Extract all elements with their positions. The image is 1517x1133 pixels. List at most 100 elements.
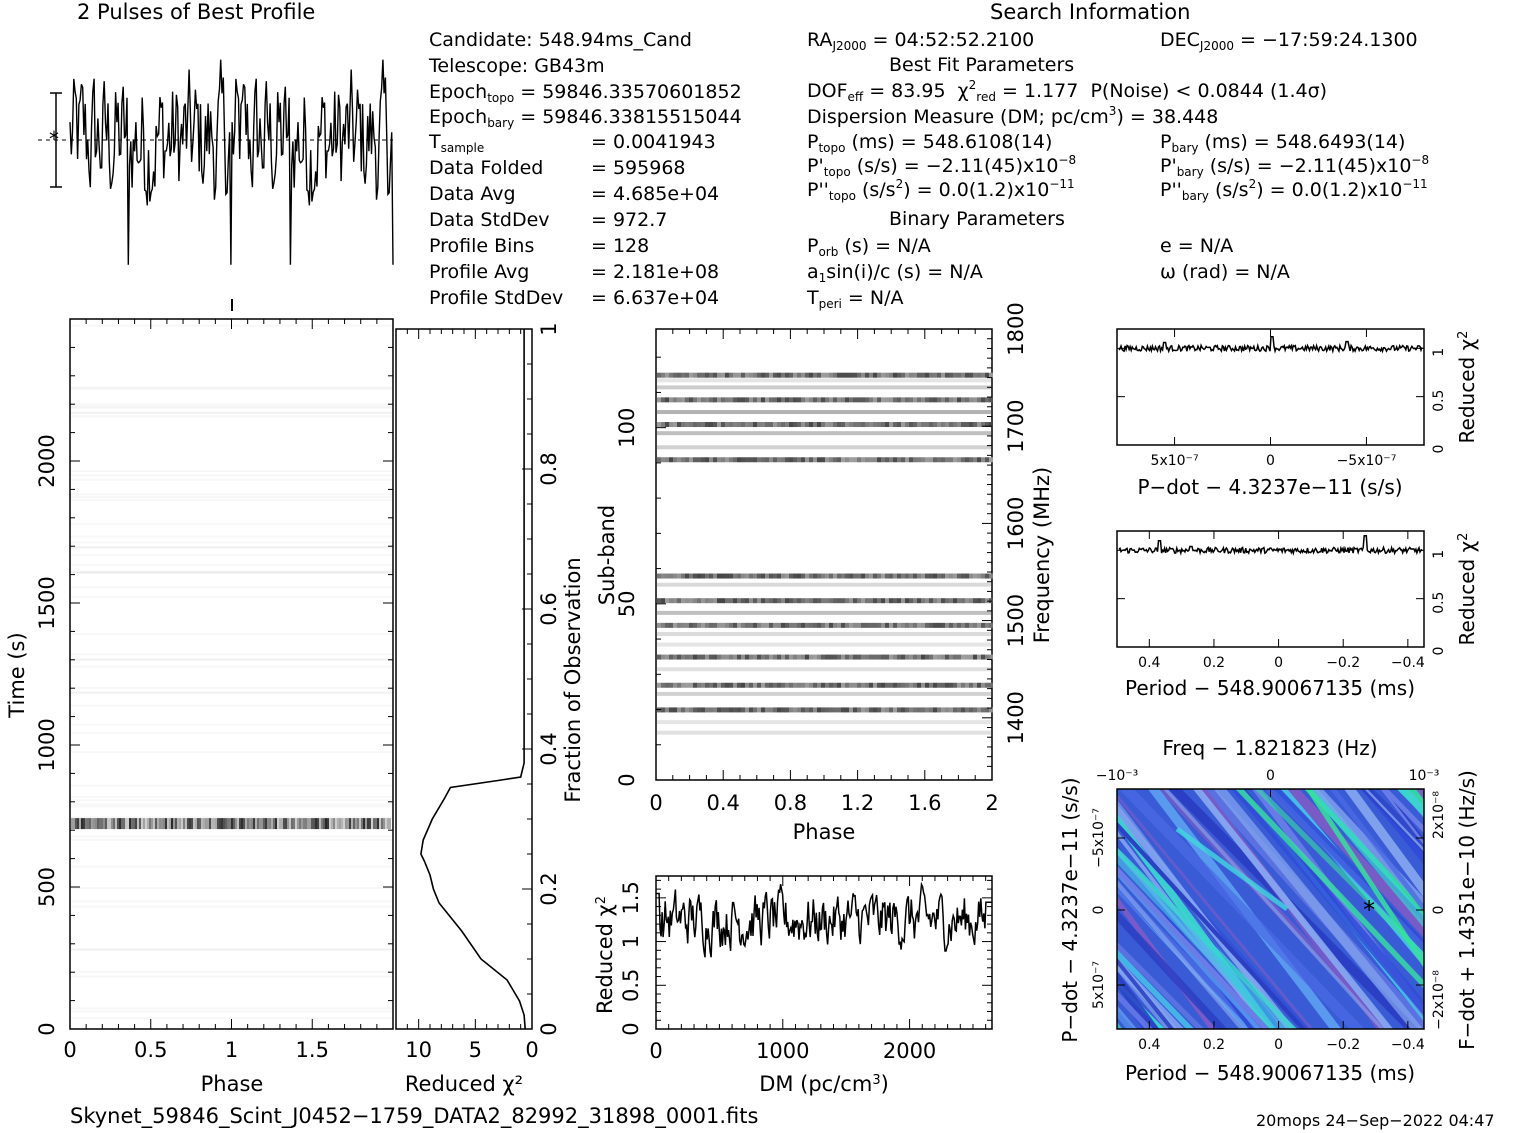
subband-dark-cell xyxy=(665,397,669,403)
time-phase-band-cell xyxy=(319,818,321,830)
subband-dark-cell xyxy=(793,397,797,403)
subband-dark-cell xyxy=(861,598,865,604)
subband-dark-cell xyxy=(925,707,929,713)
subband-dark-cell xyxy=(797,397,801,403)
subband-dark-cell xyxy=(777,372,781,378)
profile-marker: * xyxy=(49,127,59,151)
subband-dark-cell xyxy=(713,654,717,660)
subband-dark-cell xyxy=(833,598,837,604)
subband-dark-cell xyxy=(937,397,941,403)
time-phase-band-cell xyxy=(203,818,205,830)
subband-dark-cell xyxy=(981,457,985,463)
time-phase-band-cell xyxy=(141,818,143,830)
subband-dark-cell xyxy=(881,372,885,378)
period-ytick-label: 0 xyxy=(1431,647,1447,656)
subband-dark-cell xyxy=(909,707,913,713)
subband-dark-cell xyxy=(897,707,901,713)
time-phase-band-cell xyxy=(185,818,187,830)
subband-light-band xyxy=(657,582,991,587)
time-phase-band-cell xyxy=(349,818,351,830)
subband-dark-cell xyxy=(821,622,825,628)
subband-dark-cell xyxy=(657,457,661,463)
subband-dark-cell xyxy=(977,573,981,579)
subband-dark-cell xyxy=(725,422,729,428)
subband-dark-cell xyxy=(737,598,741,604)
subband-ytick-label: 100 xyxy=(615,408,639,448)
ppdot-xtick-label: 0 xyxy=(1274,1037,1283,1053)
time-phase-frame xyxy=(69,318,394,1030)
ppdot-xtick-label: −0.2 xyxy=(1326,1037,1360,1053)
frequency-ytick-label: 1700 xyxy=(1004,399,1028,452)
subband-dark-cell xyxy=(937,654,941,660)
subband-light-band xyxy=(657,431,991,436)
subband-dark-cell xyxy=(825,573,829,579)
subband-dark-cell xyxy=(793,707,797,713)
subband-dark-cell xyxy=(873,682,877,688)
subband-dark-cell xyxy=(973,598,977,604)
subband-dark-cell xyxy=(725,598,729,604)
subband-dark-cell xyxy=(665,622,669,628)
time-phase-speckle xyxy=(71,666,392,668)
ppdot-stripe xyxy=(1364,789,1424,852)
time-phase-band-cell xyxy=(273,818,275,830)
subband-dark-cell xyxy=(733,622,737,628)
subband-dark-cell xyxy=(877,397,881,403)
ppdot-stripe xyxy=(1488,779,1517,1039)
subband-dark-cell xyxy=(785,422,789,428)
subband-dark-cell xyxy=(885,397,889,403)
subband-dark-cell xyxy=(765,598,769,604)
subband-dark-cell xyxy=(689,422,693,428)
subband-dark-cell xyxy=(705,573,709,579)
subband-dark-cell xyxy=(893,397,897,403)
subband-dark-cell xyxy=(989,707,993,713)
subband-dark-cell xyxy=(957,654,961,660)
subband-dark-cell xyxy=(733,707,737,713)
subband-dark-cell xyxy=(989,397,993,403)
subband-dark-cell xyxy=(749,372,753,378)
subband-dark-cell xyxy=(977,422,981,428)
pdot-bary-line: P'bary (s/s) = −2.11(45)x10−8 xyxy=(1160,153,1430,179)
subband-dark-cell xyxy=(917,372,921,378)
ppdot-xtick-label: −0.4 xyxy=(1391,1037,1425,1053)
subband-dark-cell xyxy=(837,372,841,378)
subband-dark-cell xyxy=(793,372,797,378)
subband-dark-cell xyxy=(801,654,805,660)
subband-dark-cell xyxy=(729,622,733,628)
subband-dark-cell xyxy=(977,457,981,463)
time-phase-band-cell xyxy=(361,818,363,830)
subband-dark-cell xyxy=(917,573,921,579)
subband-dark-cell xyxy=(713,422,717,428)
subband-dark-cell xyxy=(813,598,817,604)
subband-dark-cell xyxy=(725,622,729,628)
subband-dark-cell xyxy=(841,397,845,403)
subband-dark-cell xyxy=(813,573,817,579)
subband-dark-cell xyxy=(729,654,733,660)
subband-dark-cell xyxy=(701,682,705,688)
subband-dark-cell xyxy=(989,622,993,628)
time-phase-speckle xyxy=(71,596,392,598)
subband-dark-cell xyxy=(901,598,905,604)
subband-dark-cell xyxy=(697,422,701,428)
ppdot-stripe xyxy=(1117,865,1271,1029)
subband-dark-cell xyxy=(677,372,681,378)
time-phase-band-cell xyxy=(275,818,277,830)
subband-dark-cell xyxy=(873,622,877,628)
subband-dark-cell xyxy=(913,457,917,463)
subband-dark-cell xyxy=(657,422,661,428)
subband-dark-cell xyxy=(821,682,825,688)
time-phase-band-cell xyxy=(191,818,193,830)
ppdot-title: Freq − 1.821823 (Hz) xyxy=(1162,736,1377,760)
subband-dark-cell xyxy=(965,654,969,660)
subband-dark-cell xyxy=(685,622,689,628)
subband-dark-cell xyxy=(781,707,785,713)
time-phase-speckle xyxy=(71,554,392,556)
subband-dark-cell xyxy=(873,598,877,604)
subband-dark-cell xyxy=(837,622,841,628)
subband-dark-cell xyxy=(713,682,717,688)
subband-dark-cell xyxy=(665,682,669,688)
subband-dark-cell xyxy=(889,573,893,579)
subband-dark-cell xyxy=(765,654,769,660)
subband-dark-cell xyxy=(901,422,905,428)
subband-dark-cell xyxy=(969,654,973,660)
